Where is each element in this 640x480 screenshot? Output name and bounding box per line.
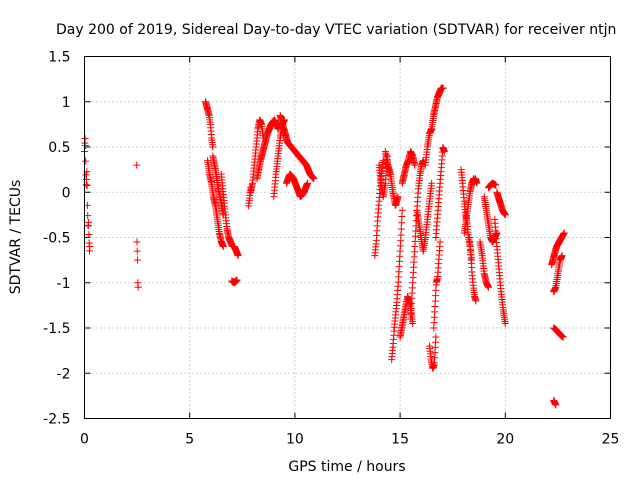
x-axis-label: GPS time / hours bbox=[288, 459, 405, 475]
y-tick-label: 1 bbox=[62, 95, 71, 111]
data-point bbox=[484, 283, 492, 291]
y-tick-label: -1.5 bbox=[43, 321, 70, 337]
data-point bbox=[84, 212, 92, 220]
data-point bbox=[411, 161, 419, 169]
data-point bbox=[398, 213, 406, 221]
data-point bbox=[133, 247, 141, 255]
data-point bbox=[85, 230, 93, 238]
data-point bbox=[558, 252, 566, 260]
data-point bbox=[397, 225, 405, 233]
data-point bbox=[501, 211, 509, 219]
axis-ticks bbox=[84, 56, 611, 419]
x-tick-label: 10 bbox=[286, 432, 304, 448]
y-tick-label: 0 bbox=[62, 185, 71, 201]
x-tick-label: 5 bbox=[185, 432, 194, 448]
data-point bbox=[83, 201, 91, 209]
data-point bbox=[134, 256, 142, 264]
data-point bbox=[81, 134, 89, 142]
data-point bbox=[234, 252, 242, 260]
data-point bbox=[436, 238, 444, 246]
data-point bbox=[81, 141, 89, 149]
chart-title: Day 200 of 2019, Sidereal Day-to-day VTE… bbox=[56, 22, 616, 38]
data-point bbox=[133, 238, 141, 246]
x-tick-labels: 0 5 10 15 20 25 bbox=[80, 432, 619, 448]
data-point bbox=[233, 276, 241, 284]
data-point bbox=[219, 243, 227, 251]
x-tick-label: 20 bbox=[496, 432, 514, 448]
grid-lines bbox=[84, 56, 611, 419]
x-tick-label: 15 bbox=[391, 432, 409, 448]
x-tick-label: 0 bbox=[80, 432, 89, 448]
data-point bbox=[472, 297, 480, 305]
x-tick-label: 25 bbox=[602, 432, 620, 448]
data-point bbox=[398, 219, 406, 227]
y-tick-label: -0.5 bbox=[43, 231, 70, 247]
plot-frame bbox=[84, 56, 611, 419]
y-tick-labels: -2.5 -2 -1.5 -1 -0.5 0 0.5 1 1.5 bbox=[43, 50, 70, 428]
data-point bbox=[310, 175, 318, 183]
y-tick-label: -2 bbox=[57, 366, 71, 382]
data-point bbox=[133, 161, 141, 169]
data-point bbox=[409, 319, 417, 327]
data-point bbox=[304, 179, 312, 187]
data-point bbox=[85, 239, 93, 247]
data-point bbox=[473, 179, 481, 187]
y-tick-label: 1.5 bbox=[48, 50, 70, 66]
data-point bbox=[82, 171, 90, 179]
data-point bbox=[560, 229, 568, 237]
data-point bbox=[439, 84, 447, 92]
data-point bbox=[492, 181, 500, 189]
data-point bbox=[398, 206, 406, 214]
data-point bbox=[85, 218, 93, 226]
data-point bbox=[397, 231, 405, 239]
data-point bbox=[559, 333, 567, 341]
y-tick-label: -1 bbox=[57, 276, 71, 292]
data-point bbox=[82, 157, 90, 165]
y-tick-label: 0.5 bbox=[48, 140, 70, 156]
data-point bbox=[440, 148, 448, 156]
data-point bbox=[428, 179, 436, 187]
data-point bbox=[134, 283, 142, 291]
data-point bbox=[501, 319, 509, 327]
data-point bbox=[394, 193, 402, 201]
y-tick-label: -2.5 bbox=[43, 412, 70, 428]
data-point bbox=[552, 401, 560, 409]
data-point bbox=[86, 243, 94, 251]
data-point bbox=[209, 143, 217, 151]
data-markers bbox=[81, 84, 568, 409]
y-axis-label: SDTVAR / TECUs bbox=[8, 180, 24, 295]
data-point bbox=[432, 333, 440, 341]
